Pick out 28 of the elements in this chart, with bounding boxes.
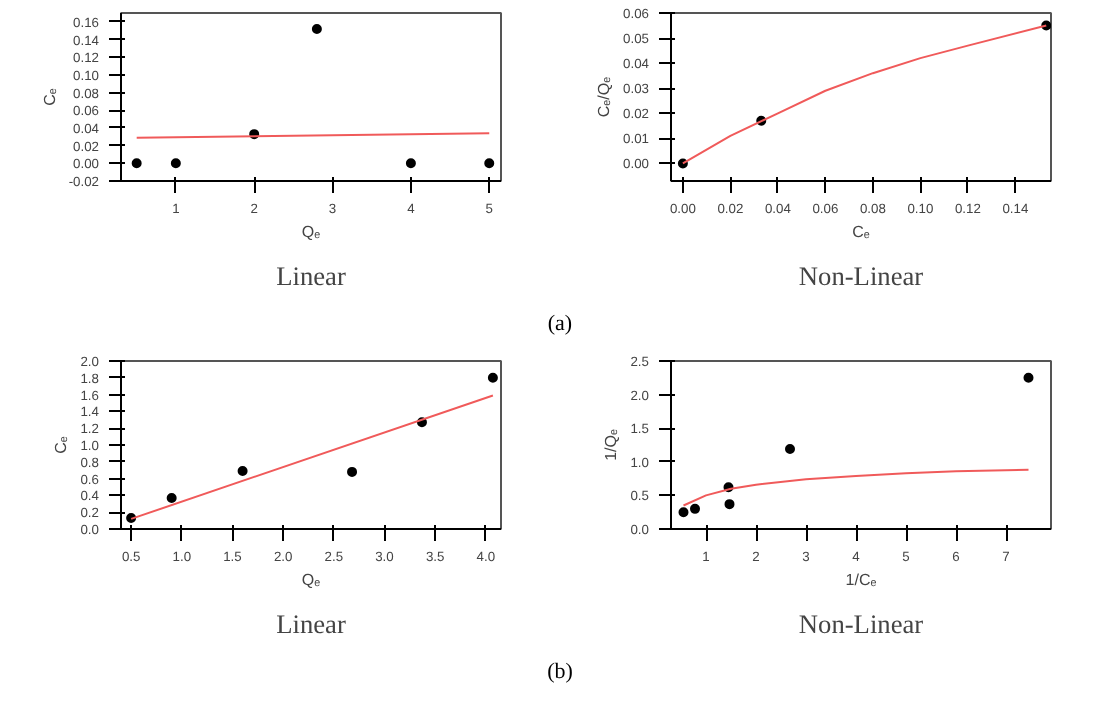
- point: [487, 372, 498, 383]
- point: [678, 507, 689, 518]
- point: [1023, 372, 1034, 383]
- y-axis-title: Cₑ: [40, 88, 59, 106]
- point: [724, 499, 735, 510]
- x-axis-title: Cₑ: [852, 223, 870, 241]
- text: (a): [547, 310, 573, 340]
- text: Non-Linear: [798, 609, 925, 639]
- point: [690, 503, 700, 514]
- x-axis-title: Qₑ: [301, 571, 321, 589]
- y-axis-title: Cₑ: [52, 436, 71, 454]
- point: [166, 492, 177, 503]
- text: Non-Linear: [798, 261, 925, 291]
- text: Linear: [276, 261, 347, 291]
- point: [347, 466, 358, 477]
- point: [311, 23, 322, 34]
- point: [131, 158, 142, 169]
- text: Linear: [276, 609, 347, 639]
- point: [405, 158, 416, 169]
- point: [237, 466, 248, 477]
- x-axis-title: 1/Cₑ: [845, 571, 877, 589]
- point: [484, 158, 495, 169]
- point: [170, 158, 181, 169]
- point: [785, 444, 795, 455]
- x-axis-title: Qₑ: [301, 223, 321, 241]
- text: (b): [547, 658, 573, 688]
- y-axis-title: 1/Qₑ: [602, 429, 621, 461]
- y-axis-title: Cₑ/Qₑ: [595, 76, 614, 118]
